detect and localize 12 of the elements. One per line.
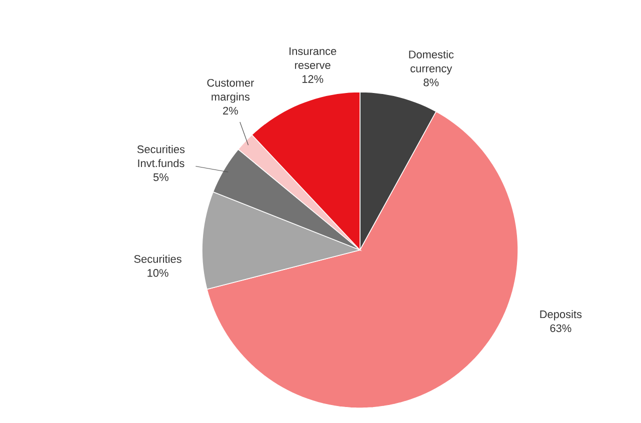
slice-label: Securities Invt.funds [137, 145, 185, 168]
data-label: 12% [302, 75, 324, 83]
slice-label: Deposits [540, 310, 582, 320]
data-label: 8% [424, 78, 439, 86]
data-label: 5% [153, 173, 168, 182]
slice-label: Domestic currency [409, 50, 454, 74]
slice-label: Customer margins [207, 78, 254, 103]
slice-label: Insurance reserve [290, 47, 336, 69]
data-label: 63% [550, 324, 572, 332]
data-label: 10% [148, 269, 168, 277]
slice-label: Securities [134, 254, 182, 263]
data-label: 2% [223, 106, 238, 115]
